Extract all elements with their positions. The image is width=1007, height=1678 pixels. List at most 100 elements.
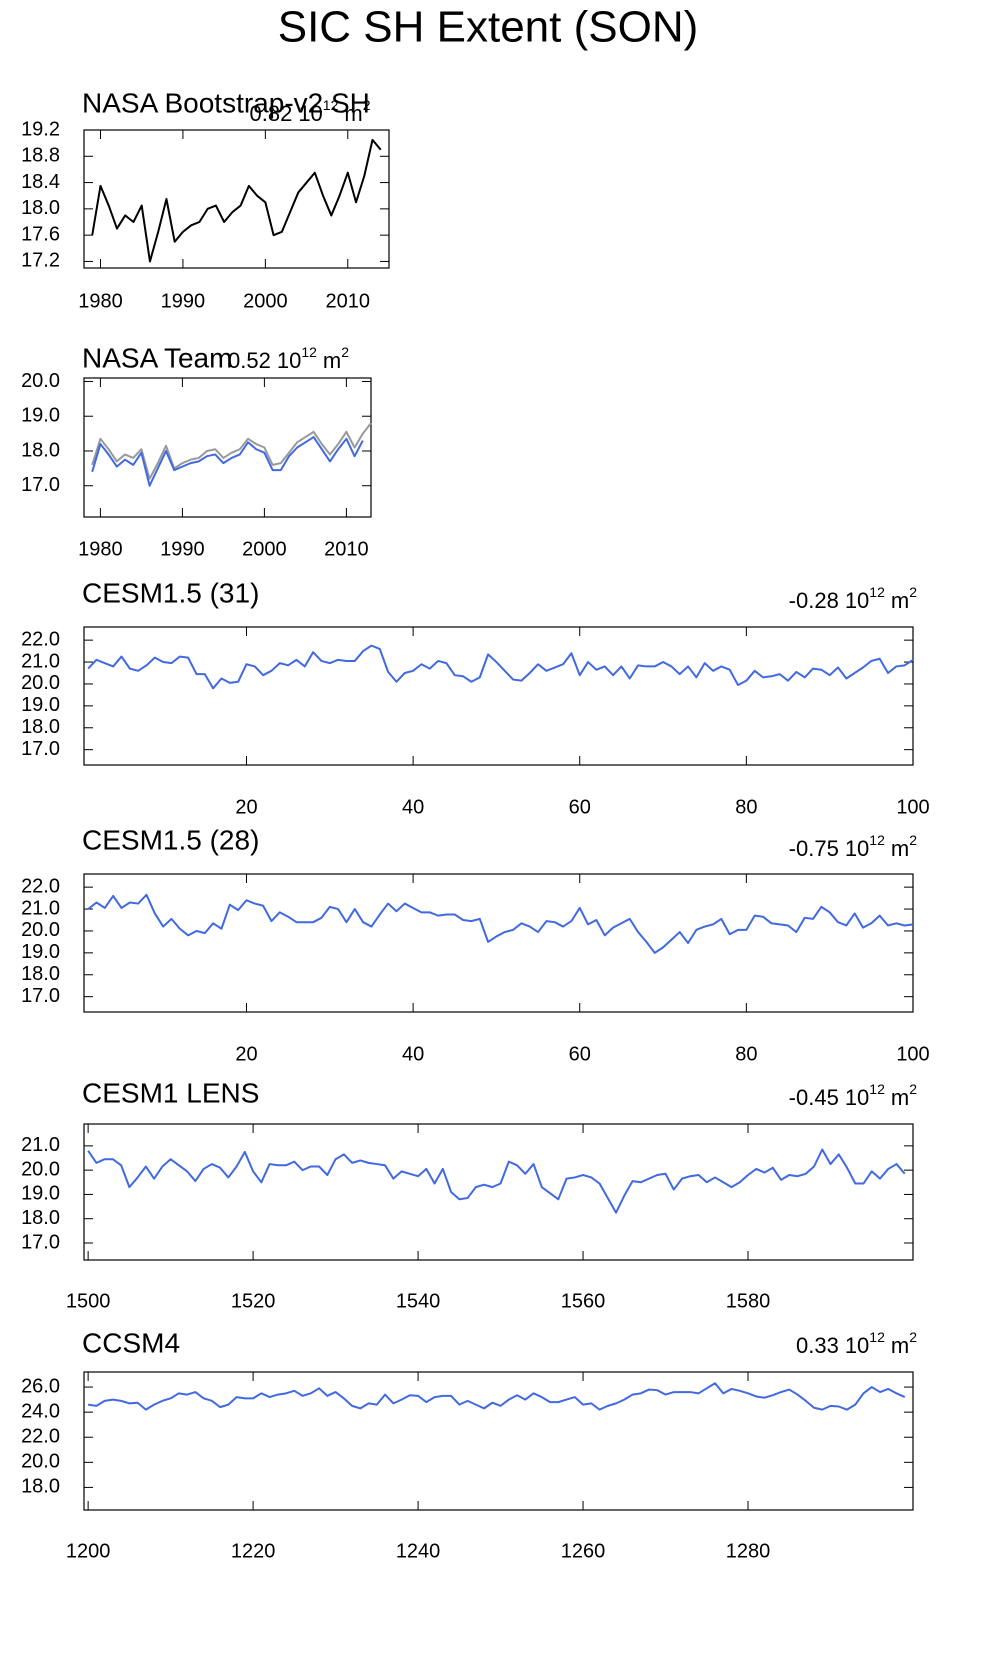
trend-label: 0.82 1012 m2	[249, 97, 370, 126]
series-line	[91, 422, 372, 480]
y-tick-label: 17.2	[21, 250, 60, 272]
series-line	[91, 138, 382, 263]
unit-base: 10	[277, 348, 301, 373]
unit-exponent: 12	[301, 344, 317, 360]
y-tick-label: 21.0	[21, 1134, 60, 1156]
x-tick-label: 2000	[243, 290, 288, 312]
y-tick-label: 18.0	[21, 963, 60, 985]
series-line	[87, 644, 914, 690]
panel-title: NASA Bootstrap-v2 SH	[82, 87, 370, 118]
panel: 17.0 18.0 19.0 20.0 1980 1990 2000 2010 NASA Tea…	[21, 342, 372, 560]
x-tick-label: 1500	[66, 1290, 111, 1312]
x-tick-label: 1240	[396, 1540, 441, 1562]
panel: 18.0 20.0 22.0 24.0 26.0 1200 1220 1240 1260 1280…	[21, 1327, 917, 1562]
plot-frame	[83, 129, 390, 269]
x-tick-label: 1520	[231, 1290, 276, 1312]
y-tick-label: 17.6	[21, 223, 60, 245]
panel: 17.018.019.020.021.022.0 20 40 60 80 100 CESM1…	[21, 577, 930, 818]
unit-exponent: 2	[909, 1081, 917, 1097]
panel-title: CESM1.5 (31)	[82, 577, 259, 608]
trend-value: -0.28	[789, 588, 839, 613]
y-tick-label: 21.0	[21, 650, 60, 672]
unit-base: 10	[845, 1333, 869, 1358]
y-tick-label: 19.0	[21, 1183, 60, 1205]
unit-exponent: 2	[341, 344, 349, 360]
series-line	[87, 893, 914, 954]
panel: 17.2 17.6 18.0 18.4 18.8 19.2 1980 1990 2000 2010…	[21, 87, 390, 312]
series-line	[87, 1148, 906, 1214]
unit-base: 10	[845, 588, 869, 613]
plot-frame	[83, 1371, 914, 1511]
panel: 17.018.019.0 20.021.0 1500 1520 1540 1560 1580…	[21, 1077, 917, 1312]
x-tick-label: 2000	[242, 538, 287, 560]
y-tick-label: 18.0	[21, 716, 60, 738]
unit-exponent: 2	[909, 1329, 917, 1345]
trend-value: 0.33	[796, 1333, 839, 1358]
y-tick-label: 18.8	[21, 145, 60, 167]
y-tick-label: 19.2	[21, 118, 60, 140]
trend-label: 0.33 1012 m2	[796, 1329, 917, 1358]
unit-base: 10	[845, 836, 869, 861]
unit-exponent: 12	[869, 584, 885, 600]
y-tick-label: 17.0	[21, 1231, 60, 1253]
plot-frame	[83, 1123, 914, 1261]
trend-label: -0.45 1012 m2	[789, 1081, 918, 1110]
unit-exponent: 2	[363, 97, 371, 113]
x-tick-label: 1560	[561, 1290, 606, 1312]
y-tick-label: 20.0	[21, 919, 60, 941]
trend-label: -0.28 1012 m2	[789, 584, 918, 613]
x-tick-label: 1540	[396, 1290, 441, 1312]
plot-frame	[83, 377, 372, 518]
unit-base: 10	[845, 1085, 869, 1110]
unit-exponent: 12	[869, 832, 885, 848]
y-tick-label: 19.0	[21, 941, 60, 963]
unit-name: m	[891, 588, 909, 613]
plot-frame	[83, 873, 914, 1013]
x-tick-label: 1980	[78, 290, 123, 312]
y-tick-label: 20.0	[21, 1158, 60, 1180]
y-tick-label: 18.0	[21, 1207, 60, 1229]
y-tick-label: 17.0	[21, 985, 60, 1007]
y-tick-label: 17.0	[21, 738, 60, 760]
panel-title: CCSM4	[82, 1327, 180, 1358]
unit-exponent: 12	[323, 97, 339, 113]
y-tick-label: 17.0	[21, 474, 60, 496]
panel-title: CESM1 LENS	[82, 1077, 259, 1108]
x-tick-label: 60	[569, 796, 591, 818]
trend-value: 0.82	[249, 101, 292, 126]
unit-exponent: 12	[869, 1081, 885, 1097]
y-tick-label: 18.0	[21, 439, 60, 461]
x-tick-label: 60	[569, 1043, 591, 1065]
unit-name: m	[891, 1333, 909, 1358]
unit-exponent: 2	[909, 584, 917, 600]
y-tick-label: 24.0	[21, 1400, 60, 1422]
plot-frame	[83, 626, 914, 766]
x-tick-label: 100	[896, 796, 929, 818]
y-tick-label: 20.0	[21, 370, 60, 392]
x-tick-label: 20	[235, 1043, 257, 1065]
panel-title: CESM1.5 (28)	[82, 824, 259, 855]
trend-value: -0.45	[789, 1085, 839, 1110]
x-tick-label: 2010	[326, 290, 371, 312]
y-tick-label: 19.0	[21, 405, 60, 427]
series-line	[87, 1382, 906, 1411]
trend-label: -0.75 1012 m2	[789, 832, 918, 861]
figure-title: SIC SH Extent (SON)	[278, 3, 699, 52]
y-tick-label: 21.0	[21, 897, 60, 919]
unit-exponent: 12	[869, 1329, 885, 1345]
x-tick-label: 40	[402, 796, 424, 818]
y-tick-label: 18.0	[21, 1476, 60, 1498]
x-tick-label: 1280	[726, 1540, 771, 1562]
y-tick-label: 20.0	[21, 672, 60, 694]
y-tick-label: 26.0	[21, 1375, 60, 1397]
unit-name: m	[344, 101, 362, 126]
x-tick-label: 1200	[66, 1540, 111, 1562]
x-tick-label: 1580	[726, 1290, 771, 1312]
y-tick-label: 19.0	[21, 694, 60, 716]
x-tick-label: 1990	[160, 538, 205, 560]
x-tick-label: 40	[402, 1043, 424, 1065]
x-tick-label: 1220	[231, 1540, 276, 1562]
x-tick-label: 100	[896, 1043, 929, 1065]
